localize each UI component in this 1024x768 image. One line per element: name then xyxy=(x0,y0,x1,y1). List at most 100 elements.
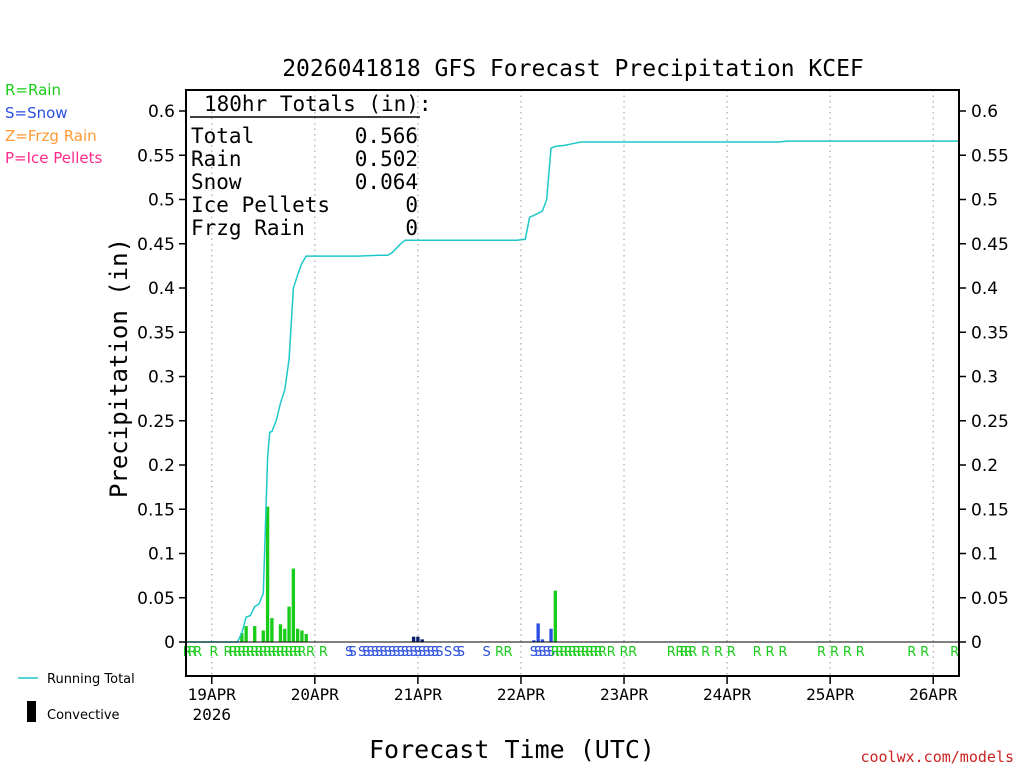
rain-bar xyxy=(253,626,257,642)
rain-letter: R xyxy=(620,645,629,660)
y-tick-label-right: 0.5 xyxy=(971,191,998,211)
rain-letter: R xyxy=(495,645,504,660)
rain-letter: R xyxy=(551,645,560,660)
y-tick-label-right: 0.2 xyxy=(971,456,998,476)
snow-value: 0.064 xyxy=(355,170,418,194)
rain-letter: R xyxy=(778,645,787,660)
rain-bar xyxy=(287,606,291,642)
snow-bar xyxy=(536,623,540,642)
snow-letter: S xyxy=(384,645,392,660)
snow-label: Snow xyxy=(191,170,242,194)
rain-letter: R xyxy=(188,645,197,660)
rain-letter: R xyxy=(183,645,192,660)
snow-letter: S xyxy=(371,645,379,660)
rain-letter: R xyxy=(684,645,693,660)
x-tick-label: 21APR xyxy=(394,685,443,704)
rain-letter: R xyxy=(246,645,255,660)
rain-letter: R xyxy=(254,645,263,660)
rain-letter: R xyxy=(856,645,865,660)
rain-letter: R xyxy=(555,645,564,660)
watermark: coolwx.com/models xyxy=(860,748,1014,766)
y-tick-label-right: 0.35 xyxy=(971,323,1009,343)
x-axis-label: Forecast Time (UTC) xyxy=(369,735,655,764)
rain-letter: R xyxy=(581,645,590,660)
y-tick-label-left: 0.6 xyxy=(148,102,175,122)
legend-frzg-rain: Z=Frzg Rain xyxy=(5,127,97,145)
ice-pellets-label: Ice Pellets xyxy=(191,193,330,217)
plot-frame xyxy=(185,89,960,677)
rain-letter: R xyxy=(585,645,594,660)
rain-letter: R xyxy=(688,645,697,660)
rain-bar xyxy=(265,506,270,642)
rain-letter: R xyxy=(598,645,607,660)
rain-letter: R xyxy=(293,645,302,660)
rain-letter: R xyxy=(233,645,242,660)
x-tick-label: 25APR xyxy=(806,685,855,704)
rain-bar xyxy=(270,618,274,642)
rain-letter: R xyxy=(267,645,276,660)
snow-letter: S xyxy=(367,645,375,660)
rain-letter: R xyxy=(680,645,689,660)
snow-letter: S xyxy=(397,645,405,660)
rain-letter: R xyxy=(289,645,298,660)
line-layer xyxy=(186,140,959,643)
y-tick-label-right: 0.05 xyxy=(971,589,1009,609)
snow-bar xyxy=(549,628,553,642)
y-tick-label-left: 0.35 xyxy=(137,323,175,343)
rain-letter: R xyxy=(504,645,513,660)
rain-letter: R xyxy=(714,645,723,660)
legend-rain: R=Rain xyxy=(5,81,61,99)
y-tick-label-left: 0.1 xyxy=(148,545,175,565)
snow-letter: S xyxy=(534,645,542,660)
x-tick-label: 22APR xyxy=(497,685,546,704)
y-axis-label: Precipitation (in) xyxy=(105,238,133,498)
legend-snow: S=Snow xyxy=(5,104,68,122)
running-total-legend-label: Running Total xyxy=(47,672,135,687)
totals-header: 180hr Totals (in): xyxy=(204,92,432,116)
rain-bar xyxy=(304,634,308,642)
rain-bar xyxy=(240,633,244,642)
snow-letter: S xyxy=(358,645,366,660)
rain-letter: R xyxy=(306,645,315,660)
rain-letter: R xyxy=(701,645,710,660)
convective-legend-label: Convective xyxy=(47,708,120,723)
rain-bar xyxy=(553,590,557,642)
x-tick-label: 23APR xyxy=(600,685,649,704)
y-tick-label-left: 0 xyxy=(164,633,175,653)
grid-layer xyxy=(211,90,934,676)
rain-letter: R xyxy=(594,645,603,660)
snow-letter: S xyxy=(345,645,353,660)
snow-bar xyxy=(420,639,424,642)
rain-letter: R xyxy=(242,645,251,660)
x-tick-label: 19APR xyxy=(188,685,237,704)
y-tick-label-right: 0.4 xyxy=(971,279,998,299)
snow-letter: S xyxy=(405,645,413,660)
rain-label: Rain xyxy=(191,147,242,171)
rain-letter: R xyxy=(907,645,916,660)
rain-bar xyxy=(291,568,296,642)
rain-bar xyxy=(295,628,300,642)
y-tick-label-left: 0.55 xyxy=(137,146,175,166)
snow-letter: S xyxy=(482,645,490,660)
rain-letter: R xyxy=(572,645,581,660)
rain-letter: R xyxy=(568,645,577,660)
snow-bar xyxy=(532,640,536,642)
rain-letter: R xyxy=(209,645,218,660)
y-tick-label-left: 0.4 xyxy=(148,279,175,299)
rain-letter: R xyxy=(950,645,959,660)
rain-letter: R xyxy=(843,645,852,660)
rain-letter: R xyxy=(263,645,272,660)
rain-letter: R xyxy=(675,645,684,660)
snow-letter: S xyxy=(422,645,430,660)
snow-letter: S xyxy=(452,645,460,660)
rain-letter: R xyxy=(753,645,762,660)
rain-value: 0.502 xyxy=(355,147,418,171)
rain-letter: R xyxy=(817,645,826,660)
snow-letter: S xyxy=(435,645,443,660)
y-tick-label-right: 0.6 xyxy=(971,102,998,122)
snow-letter: S xyxy=(547,645,555,660)
y-tick-label-right: 0.1 xyxy=(971,545,998,565)
rain-letter: R xyxy=(628,645,637,660)
